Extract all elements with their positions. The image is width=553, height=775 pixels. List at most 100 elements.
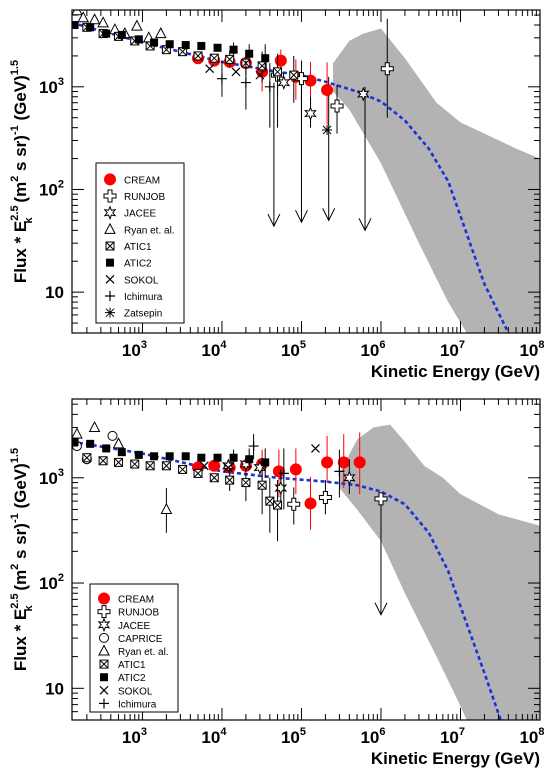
data-point bbox=[134, 450, 143, 459]
x-tick-label: 108 bbox=[519, 726, 544, 747]
data-point bbox=[131, 19, 143, 31]
series-jacee bbox=[277, 75, 370, 128]
legend-marker bbox=[105, 307, 115, 318]
x-tick-label: 103 bbox=[122, 339, 147, 360]
data-point bbox=[248, 441, 259, 452]
data-point bbox=[117, 30, 126, 39]
data-point bbox=[321, 456, 334, 469]
marker-box-x bbox=[209, 473, 219, 483]
data-point bbox=[321, 84, 334, 97]
data-point bbox=[178, 464, 188, 474]
data-point bbox=[356, 86, 370, 102]
marker-box-x bbox=[98, 456, 108, 466]
data-point bbox=[231, 67, 241, 77]
plot-area bbox=[72, 10, 540, 333]
x-axis-label: Kinetic Energy (GeV) bbox=[371, 362, 540, 381]
plot-frame bbox=[71, 398, 541, 721]
ylabel-main: Flux * E bbox=[11, 609, 30, 671]
uncertainty-band bbox=[333, 28, 540, 333]
ylabel-sub: k bbox=[23, 216, 35, 223]
data-point bbox=[88, 13, 101, 25]
data-point bbox=[209, 473, 219, 483]
data-point bbox=[374, 492, 388, 506]
tick-exponent: 6 bbox=[379, 339, 385, 351]
data-point bbox=[272, 465, 285, 478]
ylabel-sup: -1 bbox=[9, 125, 21, 135]
legend-marker bbox=[98, 592, 110, 605]
marker-box-x bbox=[99, 659, 109, 669]
legend-label: RUNJOB bbox=[124, 192, 165, 203]
tick-base: 10 bbox=[201, 728, 220, 747]
data-point bbox=[102, 444, 111, 453]
ylabel-sup: 2.5 bbox=[9, 205, 21, 220]
data-point bbox=[165, 40, 174, 49]
y-tick-label: 10 bbox=[45, 283, 64, 302]
tick-base: 10 bbox=[39, 574, 58, 593]
legend-label: ATIC1 bbox=[124, 242, 152, 253]
uncertainty-band bbox=[339, 424, 540, 720]
legend-marker bbox=[100, 673, 108, 682]
marker-box-x bbox=[193, 469, 203, 478]
legend-marker bbox=[99, 685, 109, 695]
tick-exponent: 8 bbox=[538, 726, 544, 738]
data-point bbox=[240, 77, 251, 88]
tick-exponent: 3 bbox=[141, 726, 147, 738]
tick-exponent: 3 bbox=[58, 76, 64, 88]
ylabel-sup: 1.5 bbox=[9, 448, 21, 463]
data-point bbox=[274, 54, 287, 67]
legend-label: CREAM bbox=[124, 175, 160, 186]
tick-exponent: 4 bbox=[220, 726, 227, 738]
data-point bbox=[193, 51, 203, 61]
data-point bbox=[216, 73, 227, 84]
x-tick-label: 106 bbox=[360, 726, 385, 747]
data-point bbox=[134, 35, 143, 44]
tick-base: 10 bbox=[440, 728, 459, 747]
y-tick-label: 102 bbox=[39, 572, 64, 593]
data-point bbox=[265, 496, 275, 506]
data-point bbox=[289, 70, 299, 80]
data-point bbox=[277, 75, 291, 90]
upper-limit-arrow bbox=[267, 82, 281, 228]
marker-box-x bbox=[241, 478, 251, 487]
legend-marker bbox=[97, 605, 111, 619]
y-axis-label: Flux * E2.5 k (m2 s sr)-1 (GeV)1.5 bbox=[9, 60, 35, 283]
ylabel-part: s sr) bbox=[11, 135, 30, 176]
data-point bbox=[213, 43, 222, 52]
data-point bbox=[229, 45, 238, 54]
data-point bbox=[225, 475, 235, 485]
legend-label: RUNJOB bbox=[118, 608, 159, 619]
legend-marker bbox=[106, 258, 114, 267]
marker-box-x bbox=[114, 458, 123, 467]
upper-limit-arrow bbox=[374, 501, 388, 616]
plot-frame bbox=[71, 9, 541, 334]
data-point bbox=[278, 468, 289, 479]
arrow-head bbox=[358, 218, 372, 232]
series-ichimura bbox=[248, 434, 345, 510]
legend-label: Ryan et. al. bbox=[118, 647, 169, 658]
tick-exponent: 7 bbox=[459, 339, 465, 351]
data-point bbox=[150, 452, 159, 461]
tick-base: 10 bbox=[360, 728, 379, 747]
ylabel-sup: 2 bbox=[9, 176, 21, 182]
data-point bbox=[304, 497, 317, 510]
x-tick-label: 105 bbox=[281, 339, 306, 360]
legend-marker bbox=[104, 222, 116, 234]
tick-exponent: 5 bbox=[300, 339, 306, 351]
arrow-head bbox=[374, 602, 388, 616]
tick-base: 10 bbox=[201, 341, 220, 360]
x-tick-label: 104 bbox=[201, 339, 227, 360]
ylabel-sup: -1 bbox=[9, 513, 21, 523]
marker-box-x bbox=[209, 53, 219, 63]
data-point bbox=[102, 29, 111, 38]
legend-label: SOKOL bbox=[118, 686, 153, 697]
plot-area bbox=[72, 420, 540, 720]
marker-box-x bbox=[265, 496, 275, 506]
data-point bbox=[72, 427, 83, 439]
data-point bbox=[255, 70, 265, 80]
marker-box-x bbox=[273, 67, 282, 77]
series-sokol bbox=[205, 64, 265, 80]
data-point bbox=[160, 502, 173, 514]
